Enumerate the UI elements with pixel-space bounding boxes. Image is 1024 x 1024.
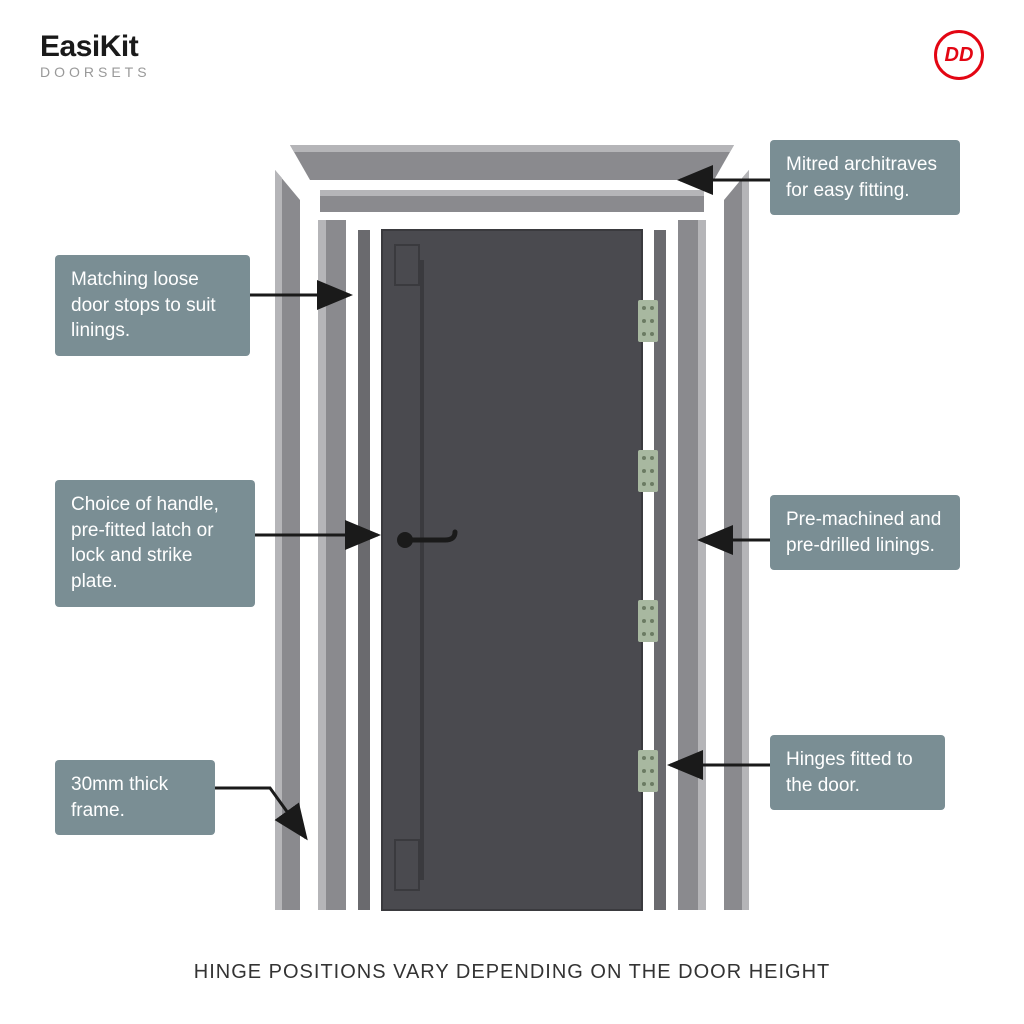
hinge-icon [638, 300, 658, 342]
hinge-icon [638, 600, 658, 642]
callout-text: Mitred architraves for easy fitting. [786, 154, 937, 201]
brand-name: EasiKit [40, 30, 151, 64]
callout-text: Pre-machined and pre-drilled linings. [786, 509, 941, 556]
callout-text: 30mm thick frame. [71, 774, 168, 821]
brand-subtitle: DOORSETS [40, 64, 151, 80]
callout-linings: Pre-machined and pre-drilled linings. [770, 495, 960, 570]
callout-handle: Choice of handle, pre-fitted latch or lo… [55, 480, 255, 607]
callout-text: Choice of handle, pre-fitted latch or lo… [71, 494, 219, 592]
callout-text: Matching loose door stops to suit lining… [71, 269, 216, 341]
dd-badge-icon: DD [934, 30, 984, 80]
brand-logo: EasiKit DOORSETS [40, 30, 151, 80]
hinge-icon [638, 450, 658, 492]
callout-frame: 30mm thick frame. [55, 760, 215, 835]
footer-note: HINGE POSITIONS VARY DEPENDING ON THE DO… [0, 961, 1024, 984]
dd-badge-text: DD [945, 44, 974, 67]
doorset-diagram: Mitred architraves for easy fitting. Mat… [0, 140, 1024, 920]
callout-doorstops: Matching loose door stops to suit lining… [55, 255, 250, 356]
hinge-icon [638, 750, 658, 792]
callout-text: Hinges fitted to the door. [786, 749, 913, 796]
callout-architraves: Mitred architraves for easy fitting. [770, 140, 960, 215]
callout-hinges: Hinges fitted to the door. [770, 735, 945, 810]
